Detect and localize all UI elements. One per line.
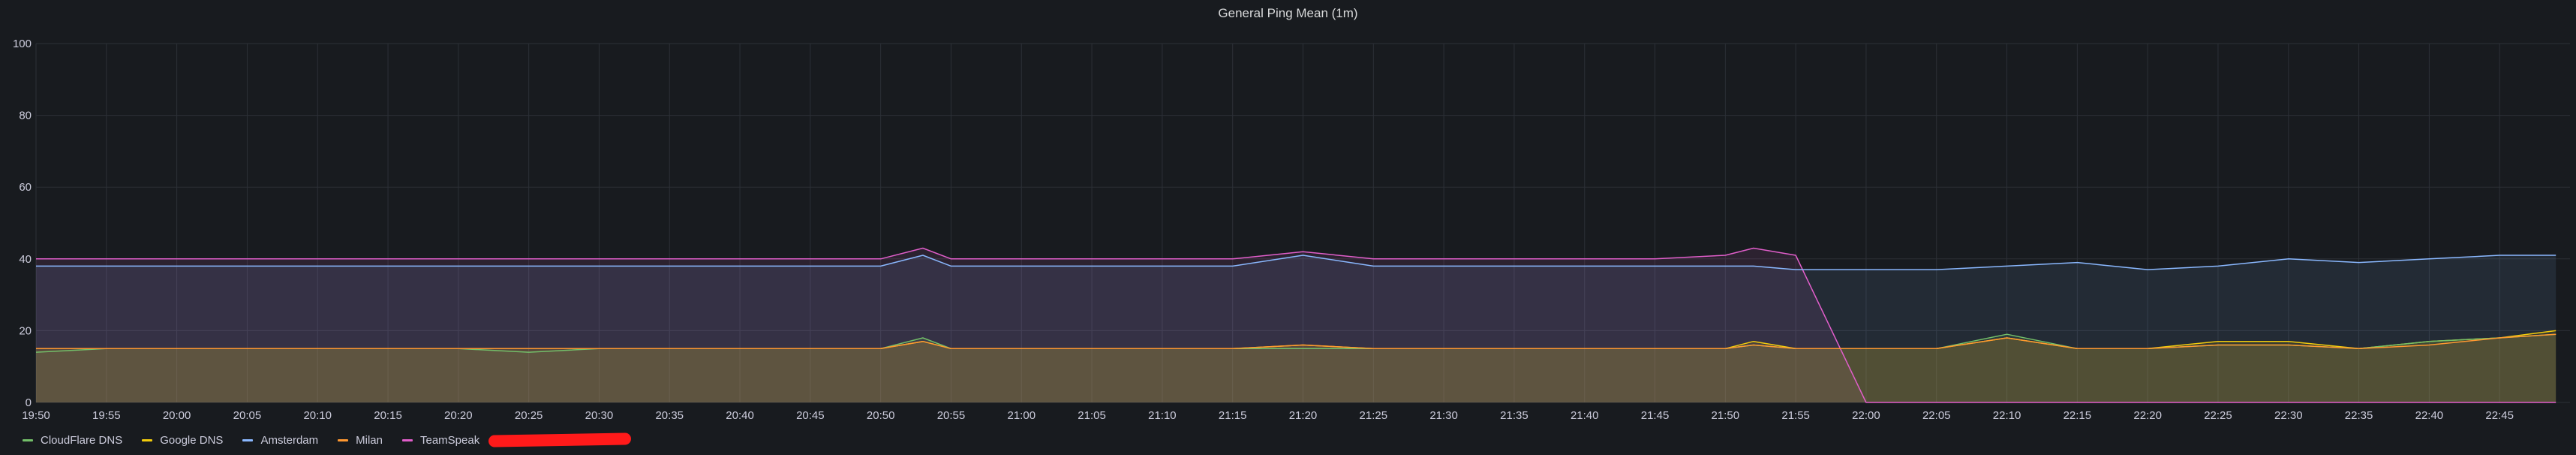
series-area-amsterdam [36, 255, 2556, 402]
grid-layer [35, 43, 2570, 403]
x-tick-label: 21:30 [1429, 409, 1458, 422]
x-tick-label: 21:40 [1571, 409, 1599, 422]
legend-item-cloudflare-dns[interactable]: CloudFlare DNS [23, 434, 122, 447]
x-tick-label: 22:05 [1922, 409, 1951, 422]
y-tick-label: 60 [19, 181, 32, 194]
y-tick-label: 0 [26, 396, 32, 409]
x-tick-label: 19:55 [92, 409, 121, 422]
x-tick-label: 20:55 [937, 409, 966, 422]
x-tick-label: 20:10 [303, 409, 332, 422]
legend-item-milan[interactable]: Milan [338, 434, 383, 447]
series-line-amsterdam [36, 255, 2556, 270]
series-line-milan [36, 333, 2556, 350]
x-tick-label: 22:40 [2415, 409, 2444, 422]
x-tick-label: 20:35 [655, 409, 684, 422]
legend-label: TeamSpeak [419, 433, 480, 447]
x-tick-label: 19:50 [22, 409, 50, 422]
x-tick-label: 22:45 [2485, 409, 2514, 422]
x-tick-label: 21:25 [1360, 409, 1388, 422]
legend-swatch [338, 438, 349, 441]
y-tick-label: 20 [19, 324, 32, 337]
x-tick-label: 21:15 [1219, 409, 1247, 422]
x-tick-label: 21:55 [1781, 409, 1810, 422]
x-tick-label: 20:50 [867, 409, 895, 422]
x-tick-label: 21:05 [1078, 409, 1106, 422]
legend-item-amsterdam[interactable]: Amsterdam [242, 434, 318, 447]
x-tick-label: 22:15 [2064, 409, 2092, 422]
legend-swatch [242, 438, 254, 441]
x-tick-label: 20:15 [374, 409, 402, 422]
legend-label: CloudFlare DNS [41, 433, 123, 447]
x-tick-label: 20:25 [515, 409, 543, 422]
x-tick-label: 22:30 [2274, 409, 2303, 422]
series-area-cloudflare-dns [36, 334, 2556, 402]
legend-swatch [401, 438, 413, 441]
x-tick-label: 20:45 [796, 409, 825, 422]
series-area-milan [36, 334, 2556, 402]
x-tick-label: 20:40 [726, 409, 754, 422]
line-layer [35, 247, 2556, 403]
axis-layer: 0 20 40 60 80 100 19:50 19:55 20:00 20:05 20:10 20:… [13, 38, 2514, 422]
x-tick-label: 22:35 [2345, 409, 2373, 422]
legend-label: Amsterdam [260, 433, 319, 447]
x-tick-label: 21:45 [1641, 409, 1670, 422]
area-layer [36, 248, 2556, 402]
x-tick-label: 20:30 [585, 409, 614, 422]
x-tick-label: 21:20 [1289, 409, 1318, 422]
legend: CloudFlare DNS Google DNS Amsterdam Mila… [23, 431, 632, 449]
y-tick-label: 100 [13, 38, 32, 50]
x-tick-label: 22:00 [1852, 409, 1880, 422]
legend-item-google-dns[interactable]: Google DNS [142, 434, 223, 447]
legend-swatch [142, 438, 153, 441]
x-tick-label: 21:10 [1148, 409, 1177, 422]
legend-label: Google DNS [160, 433, 224, 447]
x-tick-label: 22:25 [2204, 409, 2232, 422]
x-tick-label: 21:00 [1008, 409, 1036, 422]
panel-title: General Ping Mean (1m) [1218, 6, 1358, 20]
x-tick-label: 22:20 [2133, 409, 2162, 422]
series-area-teamspeak [36, 248, 2556, 402]
x-tick-label: 20:20 [444, 409, 473, 422]
redaction-mark [488, 432, 632, 447]
series-line-teamspeak [36, 247, 2556, 403]
x-tick-label: 21:50 [1712, 409, 1740, 422]
legend-item-teamspeak[interactable]: TeamSpeak [401, 432, 632, 447]
x-tick-label: 21:35 [1500, 409, 1528, 422]
x-tick-label: 20:05 [233, 409, 262, 422]
y-tick-label: 40 [19, 253, 32, 266]
legend-label: Milan [356, 433, 383, 447]
x-tick-label: 20:00 [163, 409, 191, 422]
y-tick-label: 80 [19, 110, 32, 122]
x-tick-label: 22:10 [1993, 409, 2021, 422]
legend-swatch [23, 438, 33, 441]
